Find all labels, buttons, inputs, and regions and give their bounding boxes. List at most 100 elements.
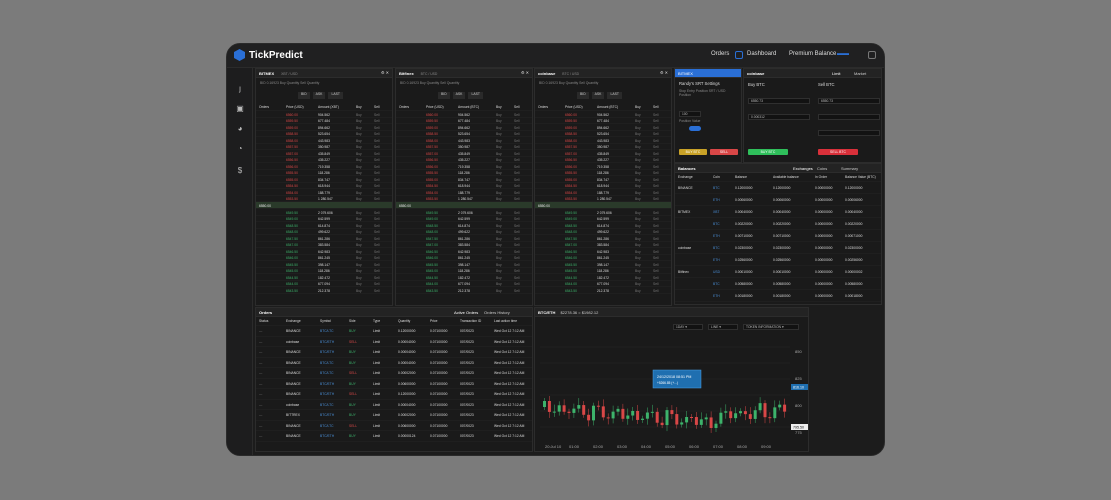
buy-cell[interactable]: Buy bbox=[635, 171, 641, 175]
ask-row[interactable]: 6555.50 118.286 Buy Sell bbox=[396, 170, 532, 176]
buy-cell[interactable]: Buy bbox=[496, 125, 502, 130]
order-row[interactable]: — BINANCE BTC/ETH BUY Limit 0.00004000 0.07100… bbox=[256, 347, 532, 358]
buy-cell[interactable]: Buy bbox=[635, 249, 641, 254]
buy-cell[interactable]: Buy bbox=[635, 282, 641, 286]
sell-cell[interactable]: Sell bbox=[514, 119, 520, 123]
buy-cell[interactable]: Buy bbox=[496, 223, 502, 228]
sell-cell[interactable]: Sell bbox=[653, 171, 659, 175]
bid-row[interactable]: 6549.00 642.599 Buy Sell bbox=[256, 216, 392, 222]
pair-label[interactable]: BTC / USD bbox=[419, 72, 438, 76]
buy-cell[interactable]: Buy bbox=[635, 236, 641, 241]
sell-cell[interactable]: Sell bbox=[653, 210, 659, 215]
sell-cell[interactable]: Sell bbox=[653, 269, 659, 273]
sell-cell[interactable]: Sell bbox=[514, 190, 520, 195]
buy-cell[interactable]: Buy bbox=[356, 282, 362, 286]
order-row[interactable]: — BINANCE BTC/LTC BUY Limit 0.00004000 0.07100… bbox=[256, 358, 532, 368]
bid-row[interactable]: 6544.00 677.094 Buy Sell bbox=[396, 281, 532, 287]
bid-row[interactable]: 6548.50 614.874 Buy Sell bbox=[535, 222, 671, 229]
buy-cell[interactable]: Buy bbox=[635, 275, 641, 280]
bid-row[interactable]: 6549.50 2 079.606 Buy Sell bbox=[535, 209, 671, 216]
bid-row[interactable]: 6547.50 861.286 Buy Sell bbox=[256, 235, 392, 242]
sell-cell[interactable]: Sell bbox=[514, 164, 520, 169]
sell-cell[interactable]: Sell bbox=[653, 256, 659, 260]
srt-toggle[interactable] bbox=[689, 126, 701, 131]
sell-cell[interactable]: Sell bbox=[514, 197, 520, 201]
sell-cell[interactable]: Sell bbox=[374, 138, 380, 143]
buy-cell[interactable]: Buy bbox=[356, 125, 362, 130]
buy-cell[interactable]: Buy bbox=[356, 158, 362, 162]
buy-cell[interactable]: Buy bbox=[496, 177, 502, 182]
ask-row[interactable]: 6559.00 894.662 Buy Sell bbox=[256, 124, 392, 131]
chart-select[interactable]: LINE ▾ bbox=[708, 324, 738, 330]
bid-row[interactable]: 6546.50 642.983 Buy Sell bbox=[535, 248, 671, 255]
sell-cell[interactable]: Sell bbox=[653, 223, 659, 228]
ask-row[interactable]: 6553.50 1 280.547 Buy Sell bbox=[256, 196, 392, 202]
sell-cell[interactable]: Sell bbox=[653, 217, 659, 221]
buy-cell[interactable]: Buy bbox=[356, 197, 362, 201]
buy-cell[interactable]: Buy bbox=[635, 112, 641, 117]
sell-cell[interactable]: Sell bbox=[374, 275, 380, 280]
buy-cell[interactable]: Buy bbox=[356, 138, 362, 143]
sell-cell[interactable]: Sell bbox=[374, 256, 380, 260]
bid-row[interactable]: 6545.00 118.286 Buy Sell bbox=[256, 268, 392, 274]
sell-cell[interactable]: Sell bbox=[514, 125, 520, 130]
buy-cell[interactable]: Buy bbox=[356, 275, 362, 280]
buy-cell[interactable]: Buy bbox=[356, 236, 362, 241]
sell-cell[interactable]: Sell bbox=[374, 151, 380, 156]
menu-icon[interactable] bbox=[868, 51, 876, 59]
ask-row[interactable]: 6557.00 435.849 Buy Sell bbox=[396, 150, 532, 157]
buy-cell[interactable]: Buy bbox=[496, 217, 502, 221]
sell-cell[interactable]: Sell bbox=[514, 217, 520, 221]
ask-row[interactable]: 6558.00 443.983 Buy Sell bbox=[535, 137, 671, 144]
buy-cell[interactable]: Buy bbox=[496, 256, 502, 260]
ask-row[interactable]: 6554.00 188.779 Buy Sell bbox=[535, 189, 671, 196]
buy-button[interactable]: BUY BTC bbox=[748, 149, 788, 155]
sell-cell[interactable]: Sell bbox=[374, 158, 380, 162]
buy-amount-input[interactable]: 0.000312 bbox=[748, 114, 810, 120]
sell-cell[interactable]: Sell bbox=[653, 151, 659, 156]
buy-cell[interactable]: Buy bbox=[635, 197, 641, 201]
ask-row[interactable]: 6559.00 894.662 Buy Sell bbox=[396, 124, 532, 131]
sell-cell[interactable]: Sell bbox=[514, 210, 520, 215]
sell-cell[interactable]: Sell bbox=[374, 190, 380, 195]
bid-row[interactable]: 6544.50 182.472 Buy Sell bbox=[396, 274, 532, 281]
book-tab[interactable]: BID bbox=[298, 92, 310, 99]
buy-price-input[interactable]: 6550.73 bbox=[748, 98, 810, 104]
buy-cell[interactable]: Buy bbox=[356, 177, 362, 182]
book-tab[interactable]: LAST bbox=[468, 92, 483, 99]
buy-cell[interactable]: Buy bbox=[635, 243, 641, 247]
sell-cell[interactable]: Sell bbox=[653, 197, 659, 201]
bid-row[interactable]: 6548.50 614.874 Buy Sell bbox=[256, 222, 392, 229]
sell-cell[interactable]: Sell bbox=[653, 112, 659, 117]
bid-row[interactable]: 6548.00 499.622 Buy Sell bbox=[396, 229, 532, 235]
buy-cell[interactable]: Buy bbox=[356, 112, 362, 117]
buy-cell[interactable]: Buy bbox=[496, 190, 502, 195]
buy-cell[interactable]: Buy bbox=[356, 164, 362, 169]
pair-label[interactable]: BTC / USD bbox=[561, 72, 580, 76]
sell-cell[interactable]: Sell bbox=[653, 138, 659, 143]
nav-premium-balance[interactable]: Premium Balance bbox=[789, 51, 837, 57]
ask-row[interactable]: 6559.50 677.484 Buy Sell bbox=[396, 118, 532, 124]
nav-dashboard[interactable]: Dashboard bbox=[747, 51, 777, 57]
buy-cell[interactable]: Buy bbox=[356, 223, 362, 228]
buy-cell[interactable]: Buy bbox=[496, 184, 502, 188]
buy-cell[interactable]: Buy bbox=[496, 112, 502, 117]
sell-cell[interactable]: Sell bbox=[653, 132, 659, 136]
sell-cell[interactable]: Sell bbox=[653, 119, 659, 123]
sell-cell[interactable]: Sell bbox=[653, 164, 659, 169]
ask-row[interactable]: 6556.50 435.227 Buy Sell bbox=[535, 157, 671, 163]
sell-cell[interactable]: Sell bbox=[514, 138, 520, 143]
ask-row[interactable]: 6556.50 435.227 Buy Sell bbox=[256, 157, 392, 163]
bid-row[interactable]: 6544.50 182.472 Buy Sell bbox=[535, 274, 671, 281]
bid-row[interactable]: 6546.00 861.245 Buy Sell bbox=[256, 255, 392, 261]
buy-cell[interactable]: Buy bbox=[496, 269, 502, 273]
buy-cell[interactable]: Buy bbox=[635, 145, 641, 149]
bid-row[interactable]: 6548.00 499.622 Buy Sell bbox=[535, 229, 671, 235]
balances-tab[interactable]: Summary bbox=[841, 166, 859, 171]
bid-row[interactable]: 6548.00 499.622 Buy Sell bbox=[256, 229, 392, 235]
sell-cell[interactable]: Sell bbox=[374, 125, 380, 130]
sell-cell[interactable]: Sell bbox=[374, 164, 380, 169]
ask-row[interactable]: 6555.00 834.747 Buy Sell bbox=[256, 176, 392, 183]
chart-select[interactable]: TOKEN INFORMATION ▾ bbox=[743, 324, 799, 330]
bid-row[interactable]: 6546.50 642.983 Buy Sell bbox=[396, 248, 532, 255]
